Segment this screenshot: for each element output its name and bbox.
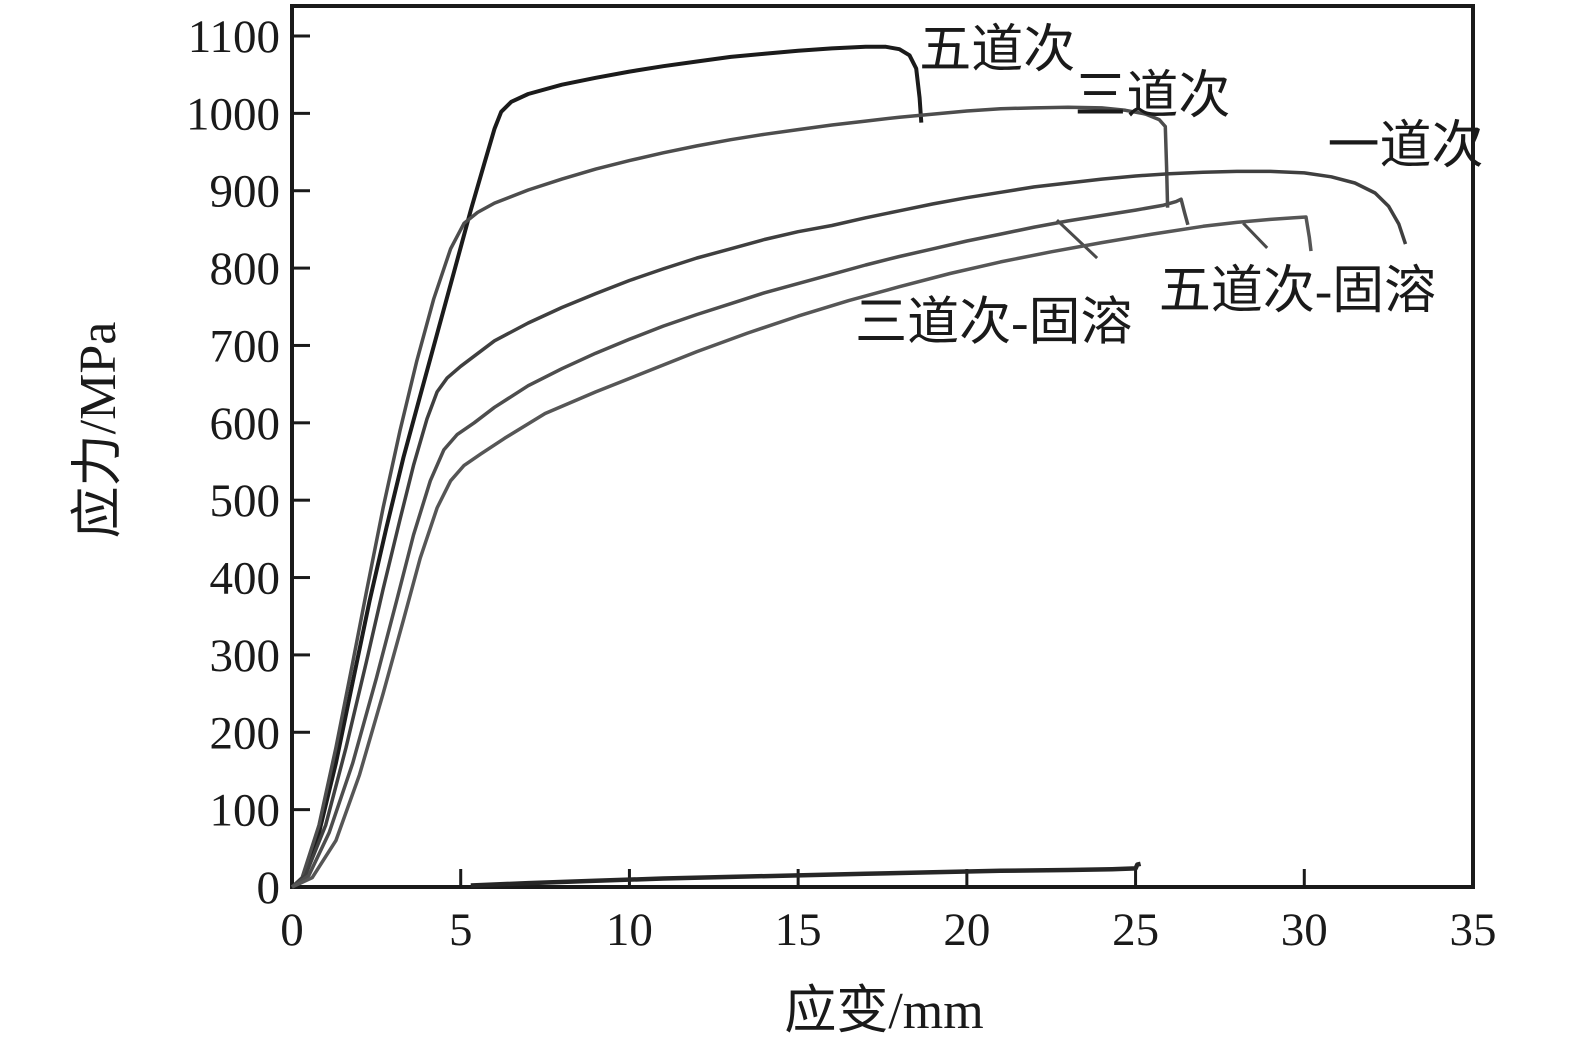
label-five-pass-solution: 五道次-固溶	[1159, 263, 1436, 320]
curve-baseline-trace	[470, 861, 1142, 888]
label-one-pass: 一道次	[1328, 118, 1484, 175]
label-five-pass: 五道次	[919, 22, 1075, 79]
five-pass-solution-leader	[1242, 222, 1269, 250]
y-tick-label: 200	[210, 707, 281, 759]
y-tick-label: 1000	[186, 88, 280, 140]
x-tick-label: 0	[280, 904, 304, 956]
y-tick-label: 600	[210, 398, 281, 450]
plot-area: 0 5 10 15 20 25 30 35 0 100 200 300 400 500 600 700 800 9…	[186, 4, 1497, 956]
x-tick-label: 25	[1112, 904, 1159, 956]
y-tick-label: 700	[210, 320, 281, 372]
y-tick-label: 300	[210, 630, 281, 682]
label-three-pass-solution: 三道次-固溶	[855, 294, 1132, 351]
y-tick-label: 500	[210, 475, 281, 527]
y-tick-label: 100	[210, 785, 281, 837]
y-tick-label: 1100	[188, 11, 280, 63]
three-pass-solution-leader	[1055, 219, 1099, 260]
curve-three-pass	[290, 105, 1170, 889]
x-tick-label: 30	[1281, 904, 1328, 956]
y-tick-label: 400	[210, 553, 281, 605]
x-tick-label: 15	[775, 904, 822, 956]
x-tick-label: 5	[449, 904, 473, 956]
y-tick-label: 0	[257, 862, 281, 914]
curve-three-pass-solution	[291, 197, 1190, 889]
y-tick-label: 800	[210, 243, 281, 295]
y-axis-title: 应力/MPa	[70, 322, 127, 539]
curve-five-pass-solution	[291, 215, 1313, 889]
y-tick-label: 900	[210, 166, 281, 218]
x-axis-title: 应变/mm	[784, 983, 983, 1040]
x-tick-label: 35	[1450, 904, 1497, 956]
plot-border	[290, 4, 1475, 889]
label-three-pass: 三道次	[1074, 68, 1230, 125]
x-tick-label: 20	[943, 904, 990, 956]
curve-one-pass	[290, 169, 1408, 889]
curve-five-pass	[290, 44, 924, 889]
x-tick-label: 10	[606, 904, 653, 956]
